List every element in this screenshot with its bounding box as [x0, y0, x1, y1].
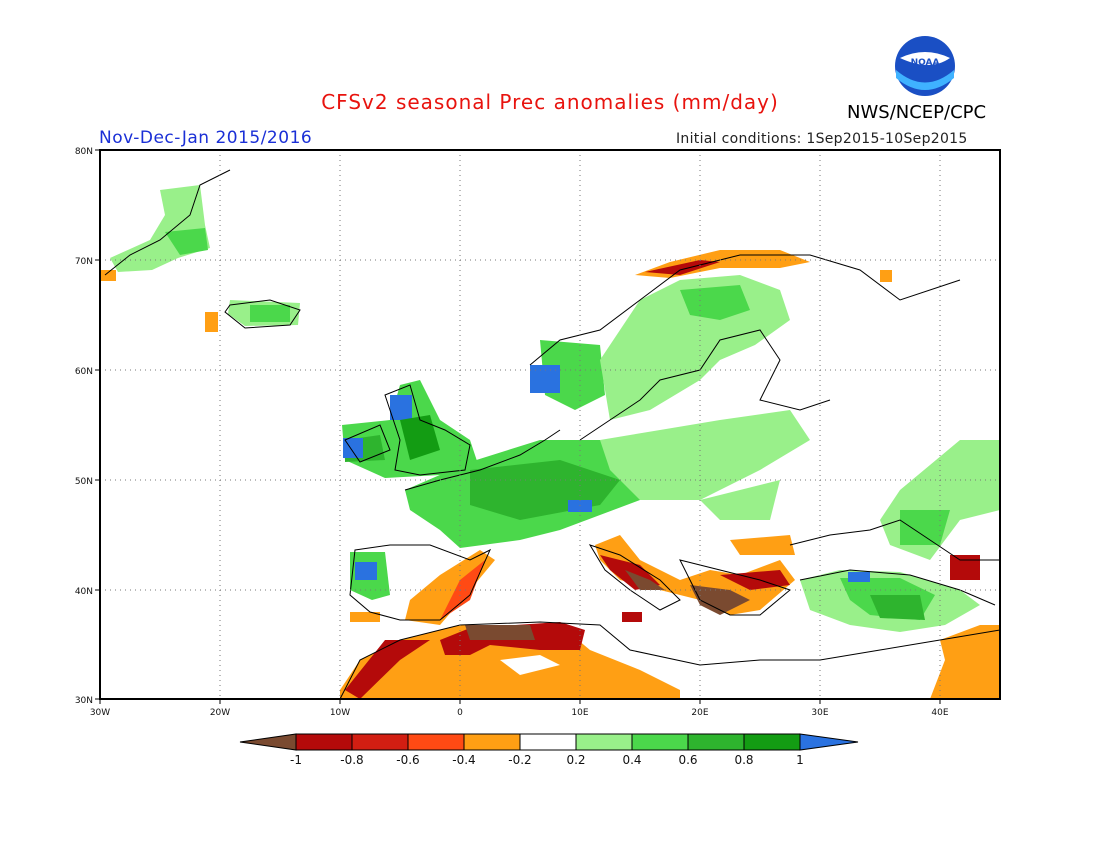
lon-tick-0: 0: [457, 708, 463, 718]
lon-tick-40e: 40E: [931, 708, 948, 718]
anomaly-iberia-south: [405, 550, 495, 625]
chart-title: CFSv2 seasonal Prec anomalies (mm/day): [321, 90, 779, 114]
lat-tick-80n: 80N: [75, 147, 93, 157]
lat-tick-30n: 30N: [75, 696, 93, 706]
colorbar-label: 0.6: [678, 753, 697, 767]
colorbar: -1 -0.8 -0.6 -0.4 -0.2 0.2 0.4 0.6 0.8 1: [239, 733, 859, 767]
colorbar-label: 1: [796, 753, 804, 767]
colorbar-label: -0.2: [508, 753, 531, 767]
colorbar-bin: [295, 733, 353, 751]
anomaly-italy-balkans: [595, 535, 795, 615]
noaa-logo-icon: NOAA: [895, 36, 955, 96]
initial-conditions-label: Initial conditions: 1Sep2015-10Sep2015: [676, 131, 968, 147]
lon-tick-30e: 30E: [811, 708, 828, 718]
anomaly-atlas-coast: [345, 640, 430, 699]
colorbar-bin: [687, 733, 745, 751]
lon-tick-20e: 20E: [691, 708, 708, 718]
colorbar-label: -0.4: [452, 753, 475, 767]
colorbar-bin: [575, 733, 633, 751]
colorbar-bin: [407, 733, 465, 751]
lat-tick-60n: 60N: [75, 367, 93, 377]
colorbar-label: -1: [290, 753, 302, 767]
colorbar-label: 0.2: [566, 753, 585, 767]
colorbar-high-arrow: [799, 733, 859, 751]
colorbar-bin: [351, 733, 409, 751]
svg-text:NOAA: NOAA: [911, 58, 940, 68]
colorbar-bin: [463, 733, 521, 751]
colorbar-bin: [743, 733, 801, 751]
colorbar-bin: [631, 733, 689, 751]
organization-label: NWS/NCEP/CPC: [847, 102, 987, 123]
colorbar-label: 0.8: [734, 753, 753, 767]
lat-tick-40n: 40N: [75, 587, 93, 597]
coastlines: [104, 169, 1000, 699]
colorbar-bin: [519, 733, 577, 751]
anomaly-eastern-europe: [600, 410, 810, 500]
lon-tick-20w: 20W: [210, 708, 230, 718]
anomaly-field: [100, 185, 1000, 699]
lon-tick-30w: 30W: [90, 708, 110, 718]
lon-tick-10w: 10W: [330, 708, 350, 718]
period-label: Nov-Dec-Jan 2015/2016: [99, 128, 313, 148]
lat-tick-50n: 50N: [75, 477, 93, 487]
map-frame: [99, 149, 1001, 700]
lon-tick-10e: 10E: [571, 708, 588, 718]
colorbar-label: -0.8: [340, 753, 363, 767]
graticule: [100, 150, 1000, 699]
lat-tick-70n: 70N: [75, 257, 93, 267]
colorbar-label: 0.4: [622, 753, 641, 767]
colorbar-low-arrow: [239, 733, 297, 751]
colorbar-label: -0.6: [396, 753, 419, 767]
